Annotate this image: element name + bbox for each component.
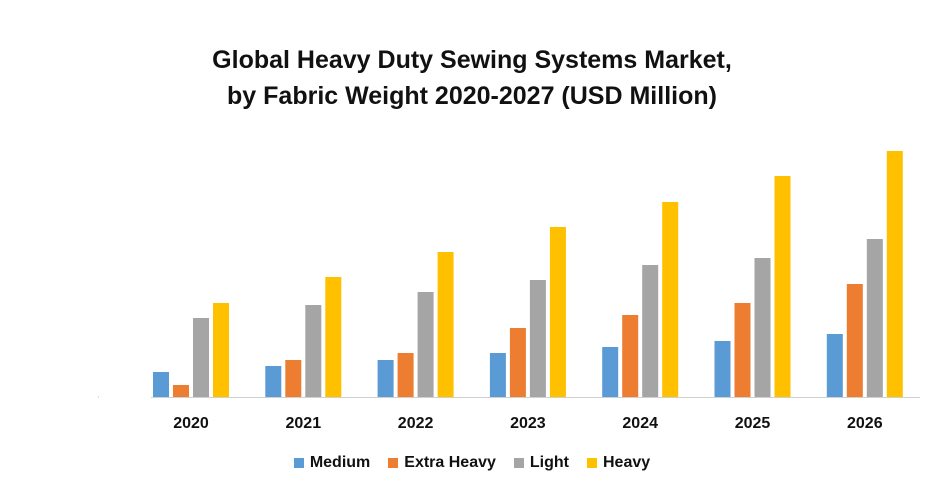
bar-heavy-2021 bbox=[325, 277, 342, 397]
chart-subtitle: by Fabric Weight 2020-2027 (USD Million) bbox=[227, 82, 717, 110]
bar-heavy-2026 bbox=[886, 151, 903, 397]
x-tick-label: 2021 bbox=[286, 415, 322, 432]
bar-heavy-2024 bbox=[662, 202, 679, 397]
bar-extra-heavy-2022 bbox=[397, 353, 414, 397]
bar-light-2026 bbox=[866, 239, 883, 397]
legend-swatch bbox=[587, 458, 597, 468]
x-tick-label: 2020 bbox=[173, 415, 209, 432]
x-tick-label: 2025 bbox=[735, 415, 771, 432]
bar-medium-2022 bbox=[377, 360, 394, 397]
bar-extra-heavy-2025 bbox=[734, 303, 751, 397]
x-tick-label: 2022 bbox=[398, 415, 434, 432]
bar-light-2020 bbox=[193, 318, 209, 397]
bar-medium-2020 bbox=[153, 372, 169, 397]
bar-extra-heavy-2021 bbox=[285, 360, 302, 397]
bar-medium-2024 bbox=[602, 347, 619, 397]
bar-extra-heavy-2024 bbox=[622, 315, 639, 397]
bar-light-2021 bbox=[305, 305, 322, 397]
legend-label: Heavy bbox=[603, 454, 651, 471]
legend: Medium Extra Heavy Light Heavy bbox=[0, 454, 944, 472]
x-tick-label: 2026 bbox=[847, 415, 883, 432]
bar-extra-heavy-2026 bbox=[846, 284, 863, 397]
legend-label: Light bbox=[529, 454, 569, 471]
legend-swatch bbox=[293, 458, 304, 468]
bar-light-2024 bbox=[642, 265, 659, 397]
bar-extra-heavy-2023 bbox=[509, 328, 526, 397]
bar-heavy-2025 bbox=[774, 176, 791, 397]
legend-item-medium: Medium bbox=[293, 454, 371, 472]
bar-medium-2025 bbox=[714, 341, 731, 397]
chart-title: Global Heavy Duty Sewing Systems Market, bbox=[212, 46, 732, 74]
legend-swatch bbox=[513, 458, 524, 468]
x-tick-label: 2024 bbox=[622, 415, 658, 432]
bar-medium-2021 bbox=[265, 366, 282, 397]
bar-medium-2023 bbox=[489, 353, 506, 397]
bar-heavy-2022 bbox=[437, 252, 454, 397]
legend-label: Extra Heavy bbox=[404, 454, 496, 471]
legend-item-light: Light bbox=[513, 454, 569, 472]
bar-light-2023 bbox=[529, 280, 546, 397]
bar-extra-heavy-2020 bbox=[173, 385, 189, 397]
legend-item-extra-heavy: Extra Heavy bbox=[388, 454, 496, 472]
x-tick-label: 2023 bbox=[510, 415, 546, 432]
bar-medium-2026 bbox=[826, 334, 843, 397]
bar-light-2025 bbox=[754, 258, 771, 397]
bar-heavy-2020 bbox=[213, 303, 229, 397]
legend-item-heavy: Heavy bbox=[587, 454, 650, 472]
legend-label: Medium bbox=[309, 454, 371, 471]
bar-heavy-2023 bbox=[549, 227, 566, 397]
bar-light-2022 bbox=[417, 292, 434, 397]
legend-swatch bbox=[388, 458, 399, 468]
